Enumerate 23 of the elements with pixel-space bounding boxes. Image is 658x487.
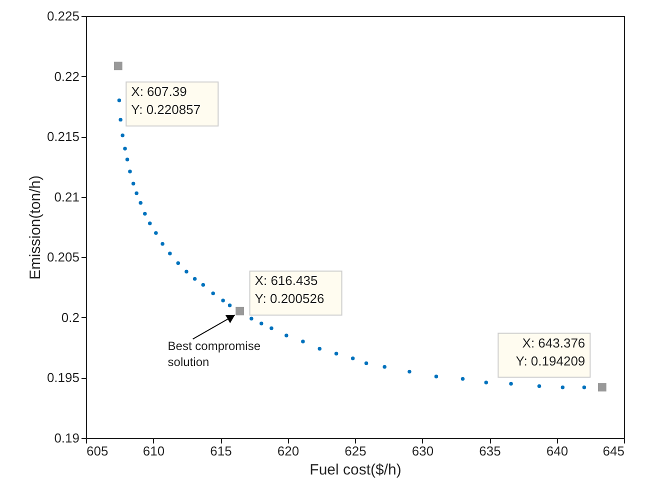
x-tick-label: 615 [210,444,232,458]
x-tick-label: 640 [546,444,568,458]
y-tick-label: 0.215 [46,129,80,144]
y-tick-label: 0.2 [61,310,80,325]
x-axis-title: Fuel cost($/h) [310,462,402,478]
y-tick-label: 0.21 [54,189,80,204]
x-tick-label: 635 [479,444,501,458]
annotation: X: 616.435 Y: 0.200526 [254,273,324,306]
y-tick-label: 0.205 [46,250,80,265]
x-tick-label: 625 [344,444,366,458]
y-tick-label: 0.195 [46,370,80,386]
annotation: X: 607.39 Y: 0.220857 [131,84,201,117]
x-tick-label: 610 [142,444,165,458]
x-tick-label: 605 [86,444,108,458]
x-tick-label: 630 [412,444,434,458]
y-tick-label: 0.22 [54,68,80,84]
annotation: X: 643.376 Y: 0.194209 [516,335,586,368]
x-tick-label: 620 [277,444,300,458]
x-tick-label: 645 [602,444,624,458]
y-axis-title: Emission(ton/h) [26,175,44,280]
annotation: Best compromise solution [168,339,261,370]
y-tick-label: 0.19 [54,430,80,446]
y-tick-label: 0.225 [46,8,80,24]
